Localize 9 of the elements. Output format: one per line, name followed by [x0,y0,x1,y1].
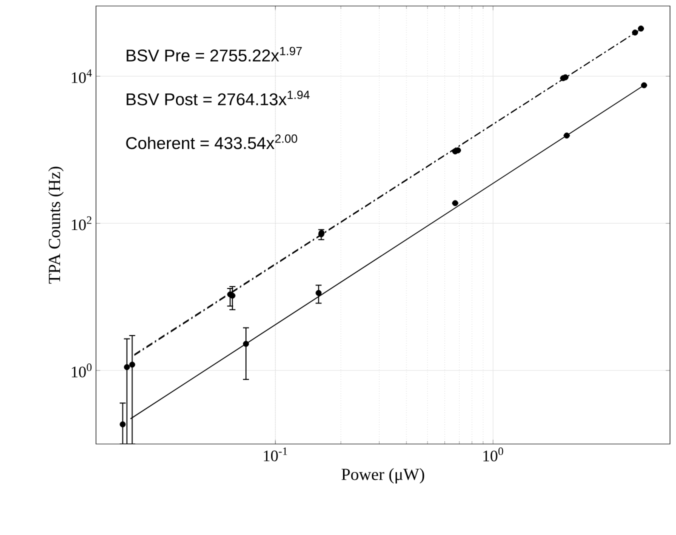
annotation: BSV Post = 2764.13x$^{1.94}$ [126,90,310,106]
y-tick-label: 10$^{4}$ [72,69,92,84]
annotation: BSV Pre = 2755.22x$^{1.97}$ [126,46,302,62]
x-axis-title: Power (μW) [342,468,424,484]
y-axis-title: TPA Counts (Hz) [48,166,64,284]
y-tick-label: 10$^{2}$ [72,216,92,230]
y-tick-label: 10$^{0}$ [72,364,92,378]
x-tick-label: 10$^{-1}$ [264,448,288,462]
annotation: Coherent = 433.54x$^{2.00}$ [126,134,298,150]
